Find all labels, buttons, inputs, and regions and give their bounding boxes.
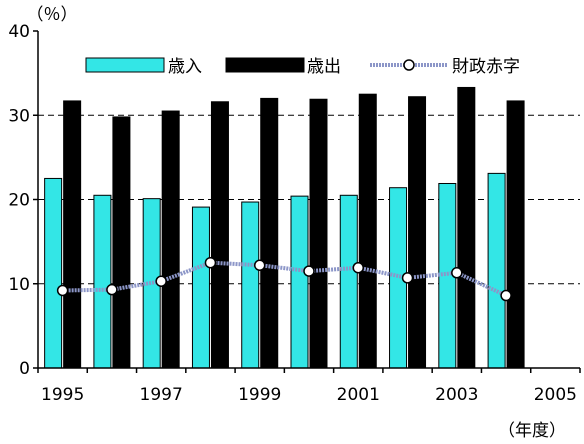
deficit-point-1996 [106, 283, 118, 296]
bar-歳出-1999 [260, 97, 279, 369]
bar-歳出-2002 [408, 96, 427, 369]
y-tick-label: 0 [19, 359, 30, 379]
bar-歳出-1996 [112, 116, 131, 369]
bar-歳入-1995 [44, 177, 63, 369]
bars [44, 86, 525, 369]
deficit-line-path [62, 260, 507, 298]
y-tick-label: 20 [8, 191, 30, 211]
bar-歳出-2004 [506, 100, 525, 369]
axes [33, 30, 581, 373]
x-tick-label: 2005 [534, 385, 577, 405]
deficit-point-2002 [401, 272, 414, 284]
deficit-point-1999 [253, 259, 266, 271]
x-tick-label: 2003 [435, 385, 478, 405]
x-tick-label: 1999 [238, 385, 281, 405]
legend-swatch-expenditure [225, 57, 305, 73]
legend-label-expenditure: 歳出 [307, 57, 341, 77]
deficit-point-2000 [303, 265, 315, 277]
legend-label-revenue: 歳入 [168, 57, 202, 77]
x-unit-label: （年度） [498, 421, 566, 441]
bar-歳入-2001 [339, 194, 358, 369]
bar-歳入-2004 [487, 172, 506, 369]
x-tick-labels: 1995 1997 1999 2001 2003 2005 [41, 385, 577, 405]
bar-歳入-1996 [93, 194, 112, 369]
deficit-point-2004 [500, 289, 512, 302]
legend-label-deficit: 財政赤字 [452, 57, 520, 77]
deficit-point-1998 [204, 256, 217, 269]
bar-歳出-1995 [63, 100, 82, 369]
x-tick-label: 2001 [337, 385, 380, 405]
y-tick-label: 30 [8, 106, 30, 126]
y-tick-labels: 0 10 20 30 40 [8, 22, 30, 379]
y-tick-label: 10 [8, 275, 30, 295]
legend-swatch-deficit-marker [403, 59, 415, 71]
y-unit-label: （％） [27, 5, 78, 25]
deficit-point-1997 [155, 275, 167, 287]
y-tick-label: 40 [8, 22, 30, 42]
bar-歳入-1998 [191, 206, 210, 369]
bar-歳出-2001 [358, 93, 377, 369]
deficit-line [56, 256, 512, 302]
bar-歳出-2003 [457, 86, 476, 369]
bar-歳入-1999 [241, 201, 260, 369]
bar-歳出-2000 [309, 98, 328, 369]
bar-歳出-1998 [210, 101, 229, 369]
legend-swatch-revenue [85, 57, 165, 73]
deficit-point-1995 [56, 284, 69, 297]
deficit-point-2003 [451, 267, 463, 279]
x-tick-label: 1995 [41, 385, 84, 405]
legend: 歳入 歳出 財政赤字 [78, 50, 563, 86]
x-tick-label: 1997 [140, 385, 183, 405]
bar-歳入-2000 [290, 195, 309, 369]
deficit-point-2001 [352, 261, 365, 274]
bar-歳出-1997 [161, 110, 180, 369]
